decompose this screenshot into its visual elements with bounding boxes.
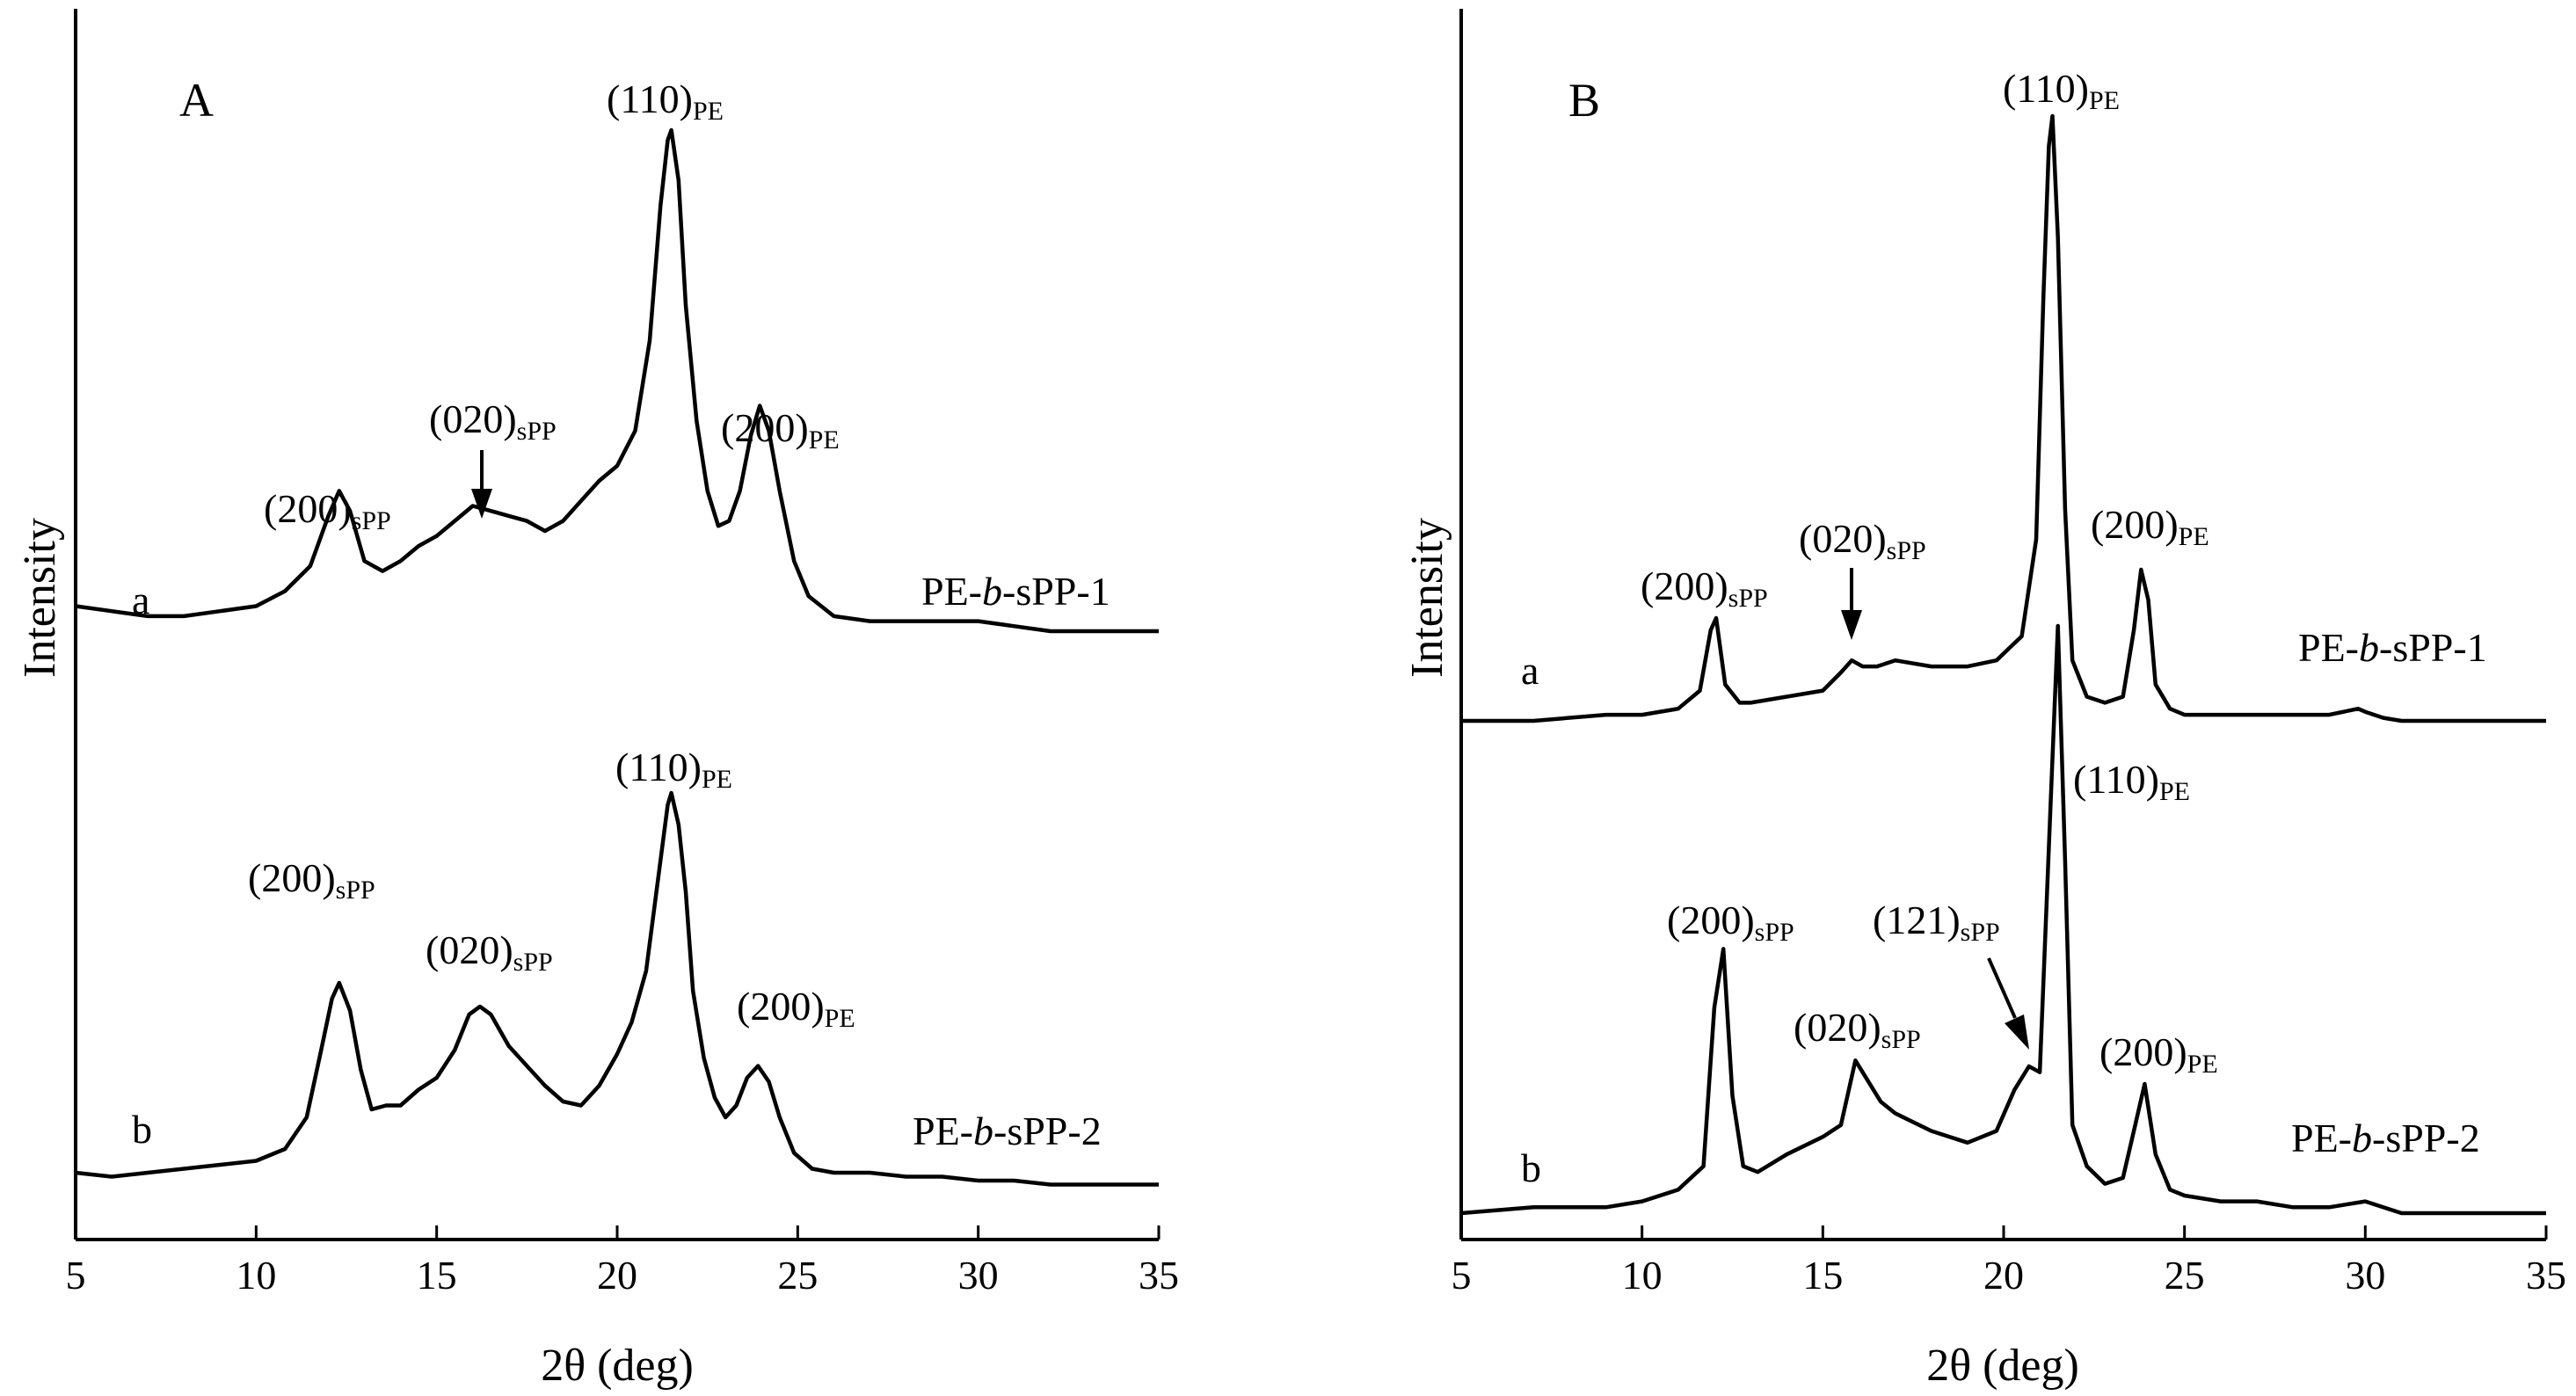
- panel-a-ylabel: Intensity: [15, 518, 65, 678]
- panel-b-sample-name-2: PE-b-sPP-2: [2291, 1116, 2480, 1160]
- panel-a-sample-name-2: PE-b-sPP-2: [913, 1109, 1102, 1153]
- panel-a-arrow-020: [471, 450, 492, 519]
- xrd-curve-b: [1460, 623, 2546, 1216]
- x-tick-label: 15: [417, 1253, 457, 1298]
- panel-b-curve-tag-a: a: [1521, 648, 1539, 693]
- xrd-curve-a: [75, 127, 1159, 634]
- panel-b-curve-tag-b: b: [1521, 1145, 1541, 1190]
- sample-name-part: -sPP-1: [1002, 569, 1110, 614]
- panel-b-peak-label-b-110-pe: (110)PE: [2073, 757, 2190, 806]
- sample-name-italic: b: [2352, 1116, 2372, 1160]
- panel-b-peak-label-b-200-spp: (200)sPP: [1667, 898, 1794, 947]
- panel-b-peak-label-b-200-pe: (200)PE: [2099, 1029, 2218, 1079]
- panel-b-peak-label-b-020-spp: (020)sPP: [1794, 1005, 1921, 1054]
- x-tick-label: 20: [597, 1253, 637, 1298]
- sample-name-part: -sPP-2: [2372, 1116, 2480, 1160]
- x-tick-label: 30: [958, 1253, 999, 1298]
- x-tick-label: 10: [1622, 1253, 1663, 1298]
- panel-b-peak-label-a-110-pe: (110)PE: [2003, 66, 2120, 115]
- sample-name-part: PE-: [2291, 1116, 2352, 1160]
- panel-a-curves: [75, 127, 1159, 1187]
- x-tick-label: 30: [2345, 1253, 2385, 1298]
- xrd-curve-b: [75, 790, 1159, 1187]
- panel-a-peak-label-b-110-pe: (110)PE: [615, 745, 732, 794]
- sample-name-part: PE-: [913, 1109, 973, 1153]
- panel-b-xlabel: 2θ (deg): [1926, 1341, 2079, 1391]
- x-tick-label: 25: [777, 1253, 818, 1298]
- xrd-curve-a: [1461, 113, 2546, 723]
- sample-name-part: -sPP-2: [993, 1109, 1102, 1153]
- x-tick-label: 35: [2526, 1253, 2566, 1298]
- x-tick-label: 35: [1139, 1253, 1179, 1298]
- sample-name-italic: b: [2359, 625, 2379, 670]
- sample-name-part: PE-: [2298, 625, 2359, 670]
- panel-a-sample-name-1: PE-b-sPP-1: [921, 569, 1110, 614]
- panel-b-letter: B: [1568, 74, 1600, 127]
- panel-b-peak-label-b-121-spp: (121)sPP: [1873, 898, 2000, 947]
- panel-b-peak-label-a-200-spp: (200)sPP: [1641, 563, 1768, 613]
- x-tick-label: 15: [1802, 1253, 1843, 1298]
- panel-a-peak-label-a-110-pe: (110)PE: [607, 76, 724, 126]
- panel-a-peak-label-a-020-spp: (020)sPP: [429, 396, 557, 446]
- sample-name-italic: b: [982, 569, 1002, 614]
- x-tick-label: 10: [236, 1253, 276, 1298]
- panel-a-ticks: 5 10 15 20 25 30 35: [66, 1225, 1179, 1298]
- panel-a-letter: A: [179, 74, 214, 127]
- panel-a-curve-tag-a: a: [132, 578, 149, 622]
- panel-a-peak-label-a-200-spp: (200)sPP: [264, 486, 391, 535]
- panel-a-peak-label-b-200-spp: (200)sPP: [248, 855, 375, 905]
- panel-b-peak-label-a-200-pe: (200)PE: [2091, 502, 2209, 551]
- x-tick-label: 5: [1452, 1253, 1472, 1298]
- panel-a-curve-tag-b: b: [132, 1107, 152, 1152]
- sample-name-part: PE-: [921, 569, 982, 614]
- panel-a-xlabel: 2θ (deg): [541, 1341, 694, 1391]
- panel-b-ticks: 5 10 15 20 25 30 35: [1452, 1225, 2566, 1298]
- panel-b-curves: [1460, 113, 2546, 1216]
- panel-b-arrow-121: [1987, 957, 2029, 1050]
- panel-b-ylabel: Intensity: [1402, 518, 1452, 678]
- x-tick-label: 20: [1983, 1253, 2024, 1298]
- panel-b-sample-name-1: PE-b-sPP-1: [2298, 625, 2487, 670]
- x-tick-label: 5: [66, 1253, 86, 1298]
- panel-a-peak-label-b-020-spp: (020)sPP: [426, 927, 553, 977]
- panel-b: B 2θ (deg) Intensity 5 10 15 20 25 30 35 a b P…: [1402, 9, 2566, 1391]
- panel-a-peak-label-a-200-pe: (200)PE: [721, 405, 840, 454]
- sample-name-italic: b: [973, 1109, 993, 1153]
- panel-a: A 2θ (deg) Intensity 5 10 15 20 25 30 35 a b P…: [15, 9, 1179, 1391]
- x-tick-label: 25: [2165, 1253, 2205, 1298]
- panel-b-peak-label-a-020-spp: (020)sPP: [1799, 516, 1926, 565]
- panel-b-arrow-020: [1841, 568, 1862, 640]
- panel-a-peak-label-b-200-pe: (200)PE: [737, 984, 855, 1033]
- sample-name-part: -sPP-1: [2379, 625, 2487, 670]
